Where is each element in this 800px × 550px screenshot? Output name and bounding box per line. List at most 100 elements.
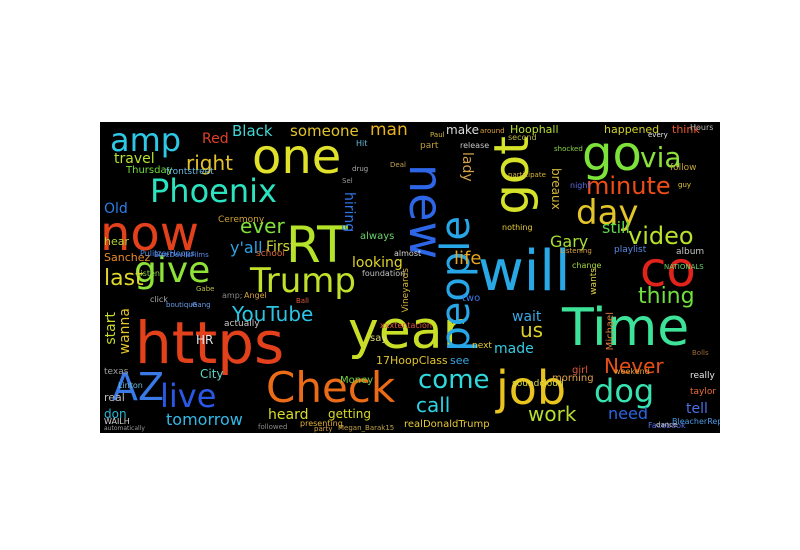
word: Red [202,131,229,147]
word: think [672,123,700,136]
word: next [472,341,492,351]
word: travel [114,151,155,167]
word: participate [508,171,546,179]
word: Michael [605,312,616,351]
word: guy [678,181,692,189]
word: Angel [244,291,267,300]
word: really [690,371,715,381]
word: soundcloud [512,379,564,389]
word: happened [604,123,660,136]
word: Money [340,375,374,386]
word: Hours [690,123,714,132]
word: amp [110,122,182,159]
word: party [314,425,333,433]
word: Paul [430,131,445,139]
word: day [576,193,639,233]
word: frontstreet [166,167,214,177]
word: WAILH [104,417,130,426]
word: Phoenix [150,172,277,210]
word: one [252,129,342,185]
word: real [104,391,125,404]
word: playlist [614,245,647,255]
word: ever [240,214,285,238]
word: 17HoopClass [376,354,448,367]
word: foundation [362,269,406,278]
word: Black [232,122,273,140]
word: us [520,318,544,342]
word: Hit [356,139,368,148]
word: weekend [614,367,650,376]
word: follow [670,163,697,173]
word: life [454,248,482,269]
word: night [570,181,591,190]
word: xxxtentacion [380,321,432,330]
word: automatically [104,425,145,432]
word: via [640,141,682,174]
word: album [676,247,705,257]
word: new [399,164,453,260]
word: morning [552,373,594,384]
word: made [494,341,534,357]
word: City [200,367,224,381]
word: around [480,127,505,135]
word: taylor [690,387,717,397]
word: amp; [222,291,243,300]
word: tell [686,401,708,417]
word: PulitzerHoops [140,249,195,258]
word: AZ [112,365,165,409]
word: almost [394,249,422,258]
word: click [150,295,168,304]
word: part [420,141,439,151]
word: Never [604,354,664,378]
word: Trump [250,261,357,301]
word: Gabe [196,285,215,293]
word: tomorrow [166,410,243,429]
word: lady [459,152,475,182]
word: two [462,293,481,304]
word: Facebook [648,421,686,430]
word: Ball [296,297,309,305]
word: second [508,133,537,142]
word: looking [352,255,403,271]
word: release [460,141,490,150]
word: thing [638,284,695,309]
word: someone [290,122,359,140]
word: wants [589,268,599,295]
word: Listen [136,269,160,278]
word: RT [286,216,348,274]
word: start [103,312,119,345]
word: hiring [341,192,357,233]
word: minute [586,172,671,200]
word: need [608,404,648,423]
word: wanna [117,308,133,355]
word: texas [104,367,129,377]
word: work [528,402,577,426]
word: dog [594,372,655,410]
word: heard [268,407,309,423]
word: shocked [554,145,583,153]
word: presenting [300,419,343,428]
word: now [100,206,200,262]
word: y'all [230,238,263,257]
word: Listening [560,247,592,255]
word: Old [104,201,128,217]
word: Sel [342,177,353,185]
word: Gang [192,301,211,309]
word: BlueDevilsFilms [154,251,209,259]
word: girl [572,365,589,376]
word: Time [562,298,690,358]
word: see [450,354,470,367]
word: go [582,126,642,182]
word: say [370,333,388,344]
word: Gary [550,232,589,251]
word: Hoophall [510,123,559,136]
word: job [496,361,567,415]
word: First [266,239,296,255]
word: year [348,301,465,361]
word: Linton [118,381,143,390]
word: followed [258,423,288,431]
word: breaux [549,168,563,210]
word: live [160,377,217,415]
word: drug [352,165,369,173]
word: NATIONALS [664,263,704,271]
